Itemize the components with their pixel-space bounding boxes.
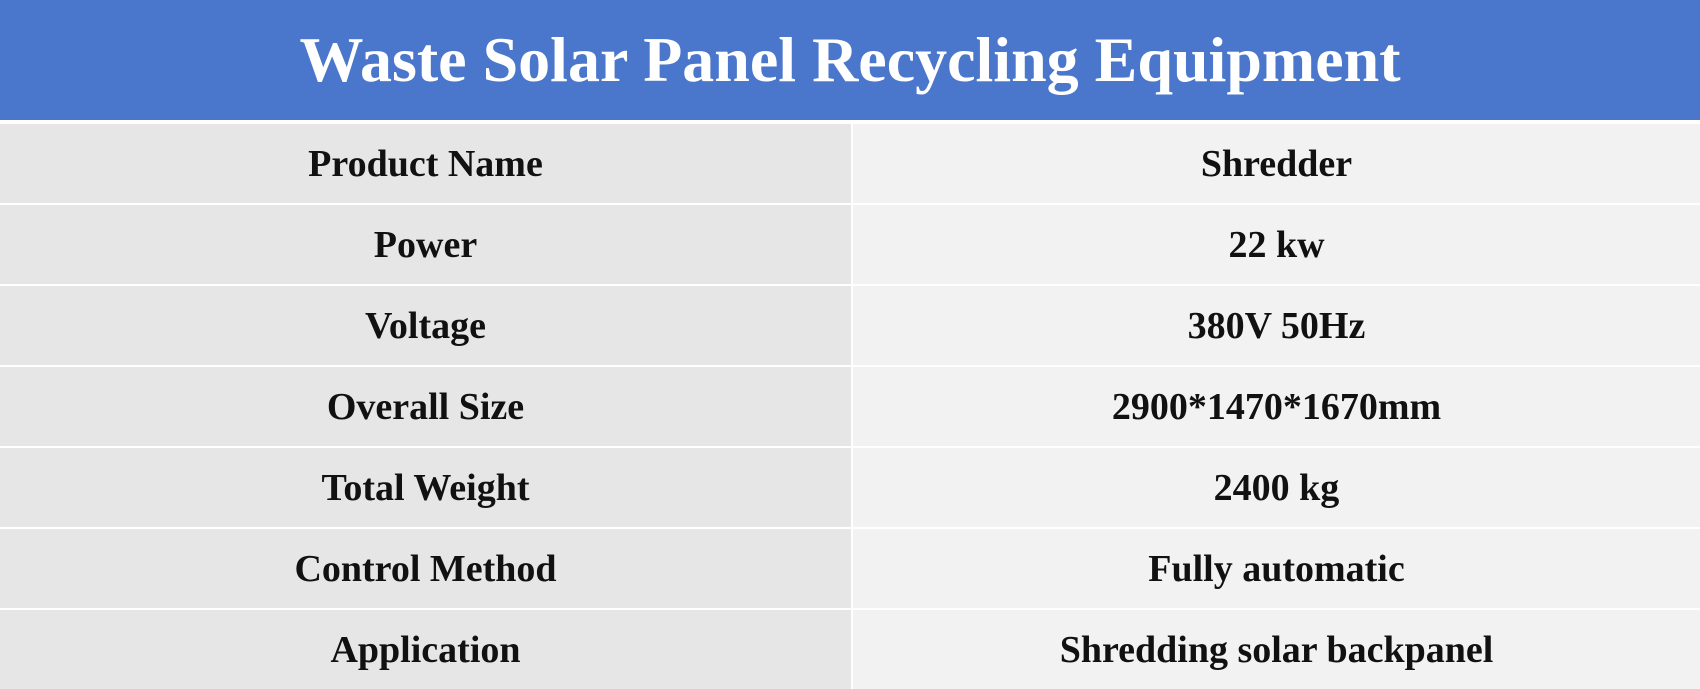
spec-label: Power	[0, 204, 853, 286]
spec-row: Application Shredding solar backpanel	[0, 609, 1700, 689]
spec-value: Shredder	[851, 124, 1700, 205]
spec-row: Control Method Fully automatic	[0, 528, 1700, 610]
spec-value: 2400 kg	[851, 447, 1700, 529]
spec-label: Control Method	[0, 528, 853, 610]
spec-row: Voltage 380V 50Hz	[0, 285, 1700, 367]
spec-label: Application	[0, 609, 853, 689]
spec-value: Fully automatic	[851, 528, 1700, 610]
spec-value: 2900*1470*1670mm	[851, 366, 1700, 448]
spec-row: Total Weight 2400 kg	[0, 447, 1700, 529]
spec-value: 380V 50Hz	[851, 285, 1700, 367]
spec-value: 22 kw	[851, 204, 1700, 286]
spec-label: Product Name	[0, 124, 853, 205]
spec-table: Product Name Shredder Power 22 kw Voltage 380…	[0, 124, 1700, 689]
title: Waste Solar Panel Recycling Equipment	[0, 0, 1700, 124]
spec-row: Power 22 kw	[0, 204, 1700, 286]
spec-label: Voltage	[0, 285, 853, 367]
spec-label: Total Weight	[0, 447, 853, 529]
spec-row: Overall Size 2900*1470*1670mm	[0, 366, 1700, 448]
spec-label: Overall Size	[0, 366, 853, 448]
spec-row: Product Name Shredder	[0, 124, 1700, 205]
spec-value: Shredding solar backpanel	[851, 609, 1700, 689]
